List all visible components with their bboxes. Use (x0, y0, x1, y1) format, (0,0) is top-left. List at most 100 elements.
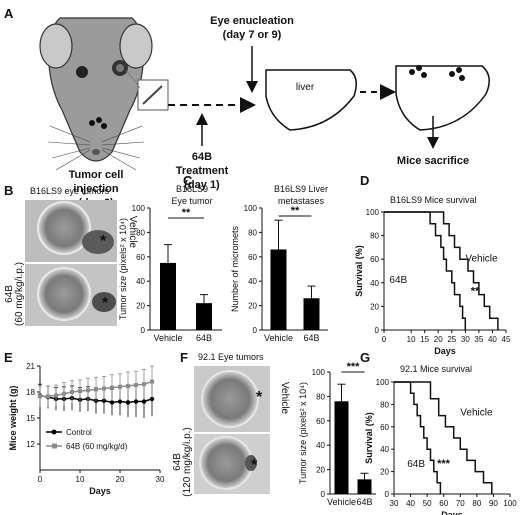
data-point (70, 390, 74, 394)
liver-metastases (409, 65, 465, 81)
x-tick-label: 60 (439, 499, 448, 508)
x-tick-label: 25 (447, 335, 456, 344)
survival-line-64b (394, 381, 493, 494)
data-point (86, 388, 90, 393)
x-axis-label: Days (434, 346, 456, 356)
row-label-64b-921-dose: (120 mg/kg/i.p.) (182, 427, 193, 496)
series-label: 64B (389, 275, 407, 286)
x-tick-label: 35 (474, 335, 483, 344)
y-tick-label: 40 (248, 277, 257, 286)
y-tick-label: 80 (380, 400, 389, 409)
x-tick-label: 64B (356, 497, 372, 507)
chart-title: B16LS9 Liver (274, 184, 328, 194)
y-tick-label: 60 (248, 253, 257, 262)
x-axis-label: Days (441, 510, 463, 515)
legend-label: 64B (60 mg/kg/d) (66, 442, 128, 451)
row-label-64b: 64B (4, 285, 15, 303)
x-tick-label: 45 (502, 335, 511, 344)
tumor-marker: * (256, 389, 263, 406)
chart-c-liver-micromets: B16LS9 Liver metastases 0 20 40 60 80 100 Vehicl… (230, 184, 328, 343)
data-point (149, 396, 155, 402)
series-label: Vehicle (465, 254, 498, 265)
mouse-illustration (39, 17, 169, 171)
x-tick-label: Vehicle (153, 333, 182, 343)
x-tick-label: 64B (196, 333, 212, 343)
y-tick-label: 80 (370, 232, 379, 241)
significance-label: ** (291, 205, 300, 217)
data-point (133, 399, 139, 404)
panel-e: E (4, 350, 13, 365)
data-point (38, 394, 42, 399)
y-tick-label: 100 (312, 368, 326, 377)
y-axis-label: Number of micromets (230, 225, 240, 312)
panel-a-letter: A (4, 6, 14, 21)
y-tick-label: 40 (370, 279, 379, 288)
y-tick-label: 0 (253, 326, 258, 335)
significance-label: ** (471, 286, 480, 298)
y-tick-label: 60 (370, 255, 379, 264)
x-tick-label: 70 (456, 499, 465, 508)
y-tick-label: 60 (380, 423, 389, 432)
y-tick-label: 20 (136, 302, 145, 311)
y-tick-label: 80 (136, 228, 145, 237)
data-point (78, 389, 82, 394)
step-treat-line3: (day 1) (184, 179, 220, 191)
legend-label: Control (66, 428, 92, 437)
eye-photo-vehicle: * (25, 200, 117, 262)
row-label-vehicle: Vehicle (127, 216, 138, 249)
y-tick-label: 80 (316, 392, 325, 401)
chart-d-b16ls9-survival: B16LS9 Mice survival 0 20 40 60 80 100 0 10 15 20 2… (354, 195, 511, 356)
eye-photo-64b: * (25, 264, 117, 326)
data-point (102, 386, 106, 391)
y-tick-label: 15 (26, 414, 35, 423)
series-label: 64B (407, 459, 425, 470)
tumor-marker: * (251, 457, 258, 474)
x-tick-label: Vehicle (327, 497, 356, 507)
data-point (118, 384, 122, 389)
step-enuc-line2: (day 7 or 9) (223, 29, 282, 41)
y-tick-label: 100 (366, 208, 380, 217)
x-tick-label: Vehicle (264, 333, 293, 343)
step-enuc-line1: Eye enucleation (210, 15, 294, 27)
row-label-vehicle-921: Vehicle (279, 382, 290, 415)
row-label-64b-dose: (60 mg/kg/i.p.) (14, 262, 25, 326)
bar (334, 401, 349, 494)
eye-photo-vehicle-921: * (194, 366, 270, 432)
x-tick-label: 10 (76, 475, 85, 484)
chart-title: 92.1 Mice survival (400, 364, 472, 374)
y-axis-label: Survival (%) (354, 245, 364, 297)
y-tick-label: 40 (380, 445, 389, 454)
survival-line-vehicle (384, 211, 467, 330)
y-tick-label: 0 (321, 490, 326, 499)
bar (196, 303, 212, 330)
y-tick-label: 0 (385, 490, 390, 499)
panel-a: A Tumor cell injection (day 0) 64 (4, 6, 490, 209)
step-end: Mice sacrifice (397, 155, 469, 167)
panel-d-letter: D (360, 173, 369, 188)
x-tick-label: 30 (156, 475, 165, 484)
significance-label: *** (347, 361, 361, 373)
tumor-marker: * (102, 295, 109, 312)
y-tick-label: 20 (380, 468, 389, 477)
y-tick-label: 40 (136, 277, 145, 286)
chart-title: B16LS9 (176, 184, 208, 194)
y-axis-label: Tumor size (pixels² x 10⁴) (118, 218, 128, 320)
x-tick-label: 15 (420, 335, 429, 344)
step-treat-line1: 64B (192, 151, 212, 163)
y-tick-label: 12 (26, 440, 35, 449)
data-point (109, 400, 115, 405)
x-tick-label: 64B (303, 333, 319, 343)
panel-b: B B16LS9 eye tumors * * Vehicle 64B (60 … (4, 183, 138, 326)
panel-b-letter: B (4, 183, 13, 198)
x-tick-label: 20 (434, 335, 443, 344)
y-tick-label: 20 (370, 302, 379, 311)
series-label: Vehicle (460, 408, 493, 419)
x-tick-label: 10 (407, 335, 416, 344)
data-point (110, 385, 114, 390)
row-label-64b-921: 64B (172, 453, 183, 471)
bar (357, 479, 372, 494)
y-tick-label: 60 (316, 417, 325, 426)
y-tick-label: 20 (248, 302, 257, 311)
y-tick-label: 100 (376, 378, 390, 387)
